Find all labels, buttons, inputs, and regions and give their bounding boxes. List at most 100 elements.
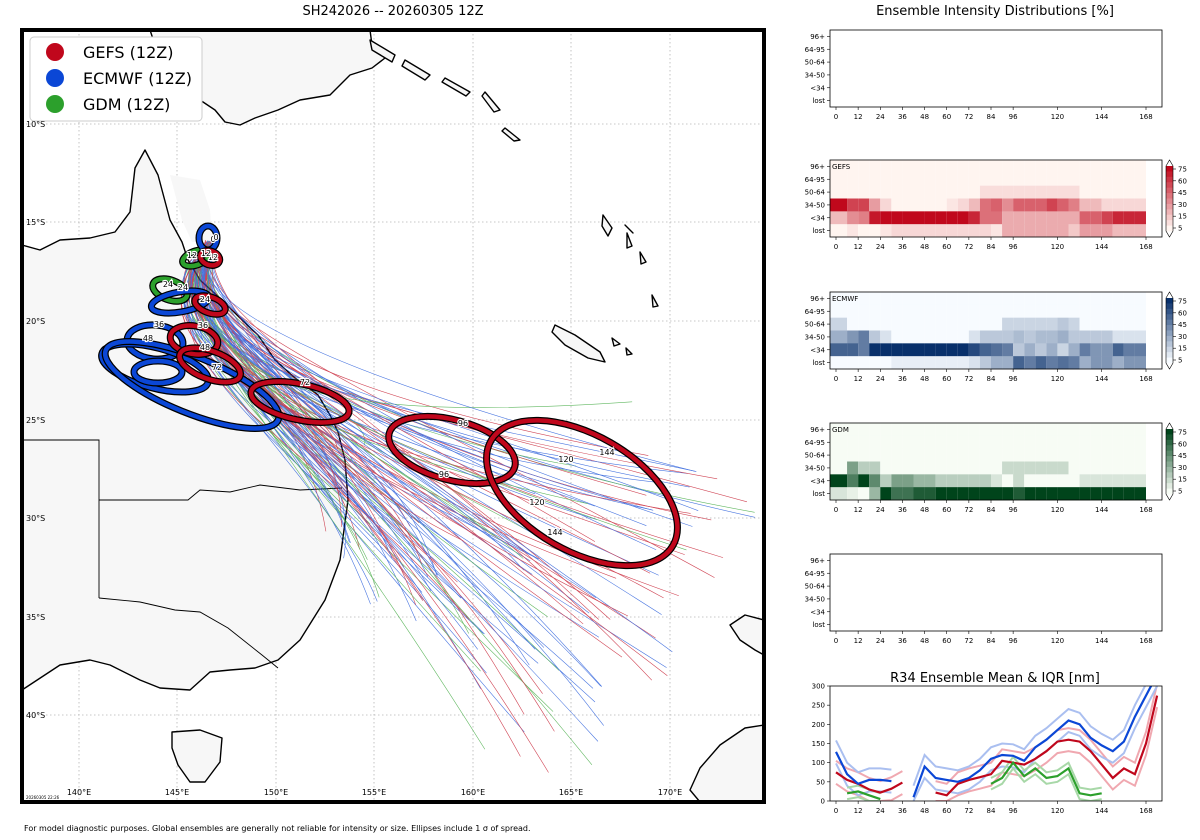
colorbar-tick: 45 [1178, 321, 1187, 329]
colorbar: 75 60 45 30 15 5 [1165, 291, 1187, 370]
heat-cell [1013, 343, 1025, 357]
heat-cell [991, 343, 1003, 357]
heat-cell [1090, 487, 1102, 501]
y-category-label: 34-50 [805, 595, 825, 603]
r34-x-tick: 48 [920, 807, 929, 815]
ecmwf-ellipse [102, 339, 282, 431]
heat-cell [1068, 317, 1080, 331]
colorbar-step [1166, 472, 1173, 479]
heat-cell [935, 461, 947, 475]
heat-cell [847, 317, 859, 331]
heat-cell [913, 292, 925, 306]
heat-cell [924, 330, 936, 344]
heat-cell [946, 185, 958, 199]
x-tick-label: 24 [876, 506, 885, 514]
r34-x-tick: 84 [987, 807, 996, 815]
heat-cell [1134, 461, 1146, 475]
heat-cell [1079, 224, 1091, 238]
footer-note: For model diagnostic purposes. Global en… [24, 824, 531, 833]
heat-cell [902, 304, 914, 318]
y-category-label: <34 [810, 346, 825, 354]
colorbar-step [1166, 203, 1173, 210]
heat-cell [1057, 292, 1069, 306]
x-tick-label: 168 [1139, 243, 1152, 251]
heat-cell [1002, 343, 1014, 357]
gefs-ellipse [167, 323, 221, 357]
ecmwf-ellipse [131, 358, 185, 386]
heat-cell [968, 317, 980, 331]
heat-cell [1079, 461, 1091, 475]
heat-cell [1013, 356, 1025, 370]
heat-cell [935, 292, 947, 306]
x-tick-label: 60 [942, 113, 951, 121]
heat-cell [858, 343, 870, 357]
heat-cell [1101, 487, 1113, 501]
heat-cell [858, 356, 870, 370]
x-tick-label: 144 [1095, 637, 1109, 645]
heat-cell [1024, 304, 1036, 318]
heat-cell [1068, 224, 1080, 238]
gefs-ellipse-label: 24 [200, 295, 210, 304]
colorbar-step [1166, 456, 1173, 462]
heat-cell [913, 211, 925, 225]
heat-cell [891, 474, 903, 488]
heat-cell [991, 461, 1003, 475]
r34-title: R34 Ensemble Mean & IQR [nm] [890, 671, 1100, 686]
heat-cell [880, 356, 892, 370]
y-category-label: 96+ [810, 163, 825, 171]
heat-cell [991, 292, 1003, 306]
heat-cell [935, 198, 947, 212]
colorbar-tick: 5 [1178, 357, 1182, 365]
r34-x-tick: 96 [1009, 807, 1018, 815]
heat-cell [1123, 448, 1135, 462]
heat-cell [869, 198, 881, 212]
heat-cell [1024, 198, 1036, 212]
heat-cell [957, 160, 969, 174]
heat-cell [1112, 304, 1124, 318]
heat-cell [1057, 172, 1069, 186]
heat-cell [891, 356, 903, 370]
r34-iqr-upper [835, 686, 1147, 787]
colorbar-tick: 45 [1178, 452, 1187, 460]
heat-cell [902, 160, 914, 174]
lat-tick: 10°S [26, 120, 45, 129]
heat-cell [924, 317, 936, 331]
heat-cell [1123, 356, 1135, 370]
intensity-panel-gdm: GDM 75 60 45 30 15 5 96+ 64-95 50-64 34-50 <34 lost 0… [805, 422, 1187, 514]
heat-cell [1134, 330, 1146, 344]
x-tick-label: 120 [1051, 243, 1064, 251]
colorbar-step [1166, 352, 1173, 358]
heat-cell [1134, 487, 1146, 501]
heat-cell [1057, 435, 1069, 449]
x-tick-label: 144 [1095, 113, 1109, 121]
heat-cell [946, 330, 958, 344]
heat-cell [1101, 292, 1113, 306]
heat-cell [968, 304, 980, 318]
heat-cell [1013, 160, 1025, 174]
heat-cell [880, 292, 892, 306]
x-tick-label: 0 [834, 375, 838, 383]
heat-cell [880, 224, 892, 238]
colorbar-step [1166, 330, 1173, 337]
heat-cell [1024, 317, 1036, 331]
heat-cell [913, 198, 925, 212]
heat-cell [1057, 185, 1069, 199]
heat-cell [1046, 211, 1058, 225]
colorbar-step [1166, 176, 1173, 183]
y-category-label: 34-50 [805, 201, 825, 209]
heat-cell [869, 224, 881, 238]
x-tick-label: 60 [942, 637, 951, 645]
lon-tick: 145°E [165, 788, 189, 797]
heat-cell [830, 461, 848, 475]
gefs-ellipse-label: 72 [300, 378, 310, 387]
ensemble-track [189, 243, 555, 732]
heat-cell [968, 198, 980, 212]
heat-cell [1112, 435, 1124, 449]
x-tick-label: 84 [987, 637, 996, 645]
heat-cell [979, 330, 991, 344]
panel-frame [829, 291, 1163, 370]
lat-tick: 25°S [26, 416, 45, 425]
heat-cell [1002, 317, 1014, 331]
x-tick-label: 96 [1009, 637, 1018, 645]
heat-cell [991, 304, 1003, 318]
